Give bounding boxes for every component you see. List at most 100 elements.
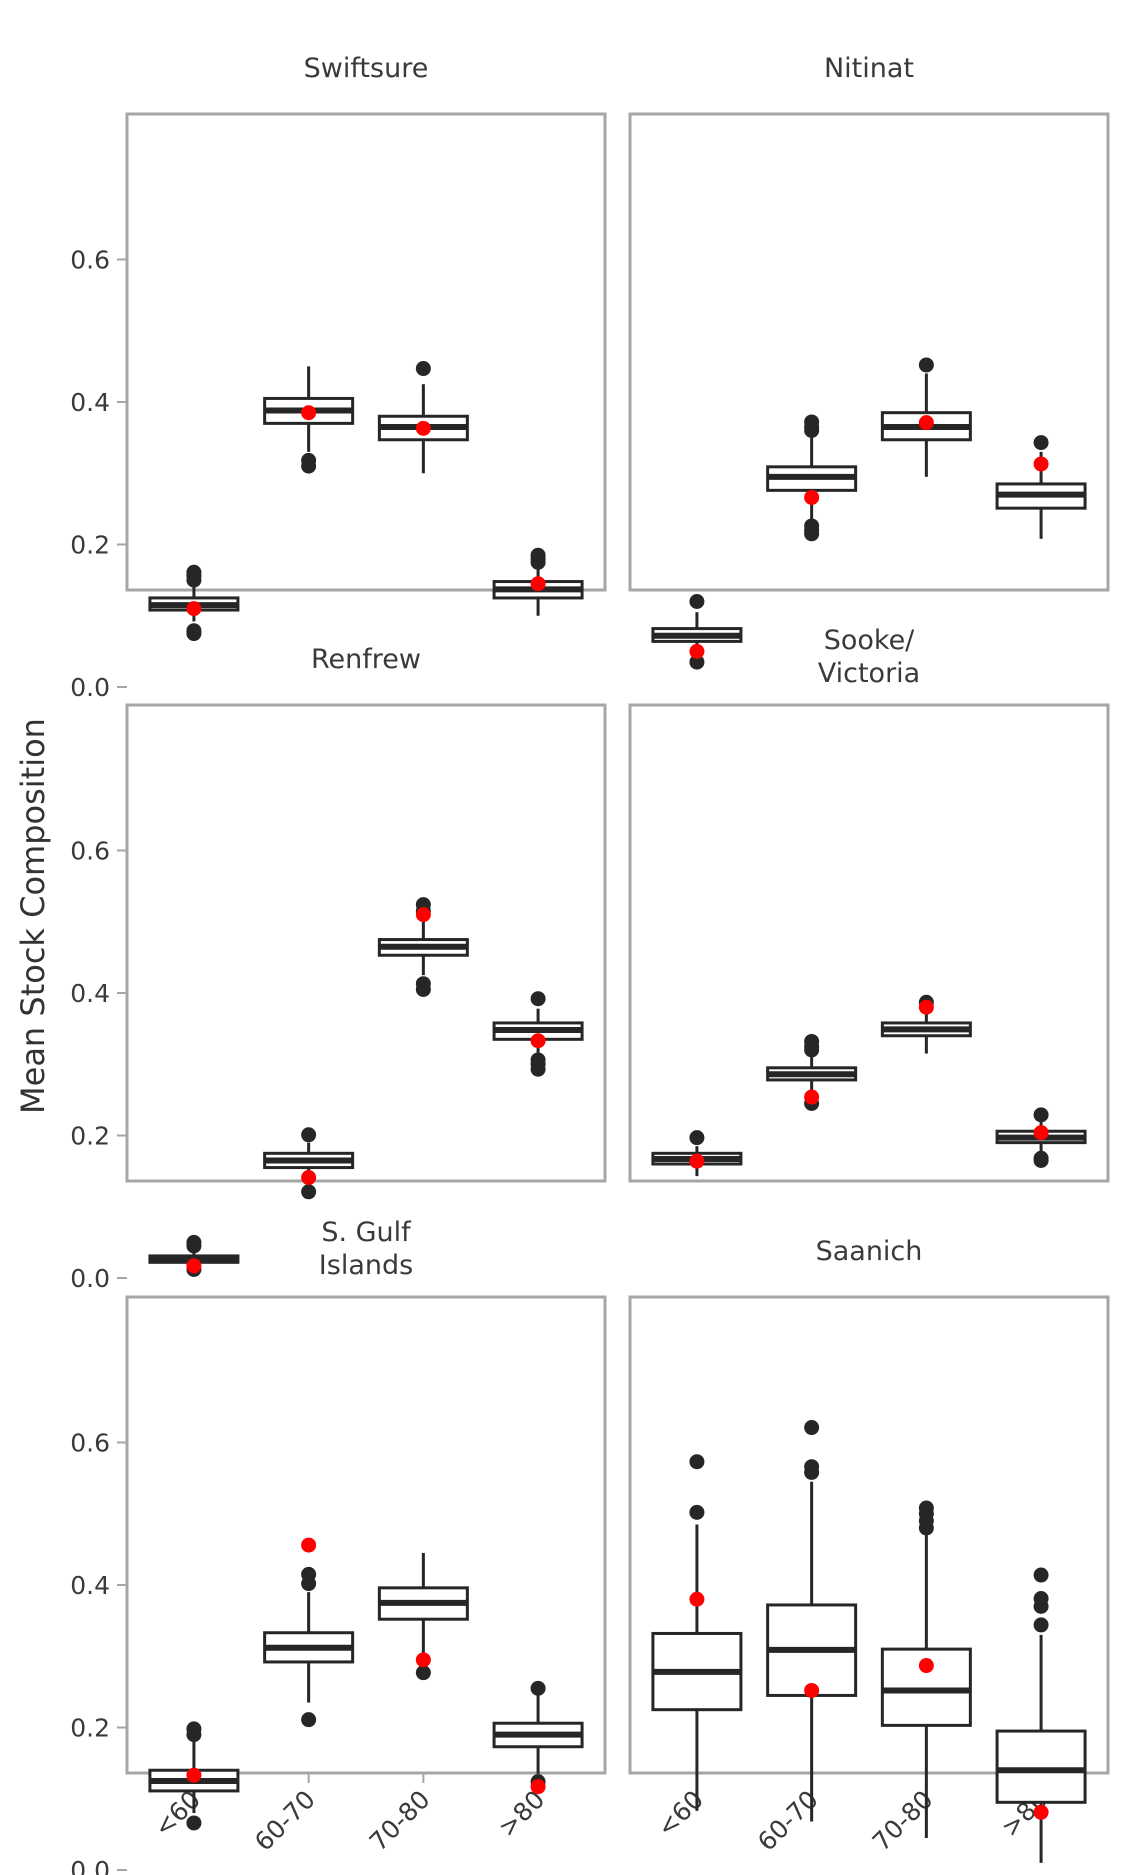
outlier-point: [186, 623, 202, 639]
observed-point: [804, 489, 820, 505]
outlier-point: [918, 1500, 934, 1516]
observed-point: [415, 1652, 431, 1668]
observed-point: [1033, 1125, 1049, 1141]
outlier-point: [804, 414, 820, 430]
y-tick-label: 0.0: [70, 1264, 110, 1293]
outlier-point: [1033, 1567, 1049, 1583]
observed-point: [918, 999, 934, 1015]
observed-point: [301, 405, 317, 421]
y-tick-label: 0.4: [70, 388, 110, 417]
y-tick-label: 0.6: [70, 246, 110, 275]
observed-point: [415, 907, 431, 923]
outlier-point: [415, 976, 431, 992]
observed-point: [530, 1779, 546, 1795]
box->80: [995, 1567, 1087, 1863]
panel-1: Swiftsure 0.0 0.2 0.4 0.6: [70, 53, 607, 702]
observed-point: [415, 420, 431, 436]
outlier-point: [918, 357, 934, 373]
box-60-70: [263, 1127, 355, 1200]
observed-point: [530, 576, 546, 592]
outlier-point: [530, 547, 546, 563]
box-<60: [148, 1234, 240, 1277]
box-60-70: [766, 1420, 858, 1822]
observed-point: [918, 415, 934, 431]
box-<60: [651, 1454, 743, 1811]
outlier-point: [689, 1130, 705, 1146]
observed-point: [918, 1658, 934, 1674]
box-<60: [651, 1130, 743, 1177]
panel-title: S. Gulf: [321, 1217, 412, 1248]
box-70-80: [880, 357, 972, 477]
panel-frame: [628, 1295, 1110, 1775]
outlier-point: [1033, 1107, 1049, 1123]
panel-title: Victoria: [818, 658, 920, 689]
outlier-point: [689, 594, 705, 609]
observed-point: [530, 1033, 546, 1049]
panel-frame: [628, 112, 1110, 592]
box-60-70: [766, 1033, 858, 1111]
panel-title: Nitinat: [824, 53, 914, 84]
box-iqr: [995, 1729, 1087, 1804]
outlier-point: [689, 1454, 705, 1470]
outlier-point: [804, 518, 820, 534]
outlier-point: [530, 1052, 546, 1068]
observed-point: [301, 1170, 317, 1186]
observed-point: [186, 1258, 202, 1274]
panel-4: Sooke/Victoria: [628, 625, 1110, 1183]
x-tick-label: <60: [148, 1785, 206, 1843]
outlier-point: [804, 1459, 820, 1475]
y-tick-label: 0.6: [70, 1429, 110, 1458]
box-60-70: [263, 1537, 355, 1728]
box-<60: [148, 564, 240, 642]
outlier-point: [301, 452, 317, 468]
box-70-80: [880, 994, 972, 1054]
panel-frame: [125, 703, 607, 1183]
y-axis-label: Mean Stock Composition: [14, 718, 52, 1114]
y-tick-label: 0.2: [70, 1714, 110, 1743]
observed-point: [689, 1153, 705, 1169]
outlier-point: [186, 1721, 202, 1737]
box-70-80: [377, 1552, 469, 1681]
outlier-point: [804, 1420, 820, 1436]
observed-point: [1033, 456, 1049, 472]
y-tick-label: 0.0: [70, 673, 110, 702]
observed-point: [804, 1089, 820, 1105]
x-tick-label: >80: [493, 1785, 551, 1843]
x-tick-label: 70-80: [364, 1785, 436, 1857]
panel-title: Swiftsure: [304, 53, 429, 84]
box-<60: [148, 1721, 240, 1831]
x-tick-label: <60: [651, 1785, 709, 1843]
observed-point: [1033, 1804, 1049, 1820]
box-70-80: [880, 1500, 972, 1838]
observed-point: [689, 1591, 705, 1607]
observed-point: [186, 601, 202, 617]
outlier-point: [301, 1184, 317, 1200]
box-70-80: [377, 897, 469, 997]
box->80: [492, 1680, 584, 1795]
box-60-70: [766, 414, 858, 542]
panel-3: Renfrew 0.0 0.2 0.4 0.6: [70, 644, 607, 1293]
panel-title: Renfrew: [311, 644, 421, 675]
box->80: [995, 435, 1087, 539]
box->80: [995, 1107, 1087, 1168]
outlier-point: [1033, 1150, 1049, 1166]
panel-2: Nitinat: [628, 53, 1110, 670]
outlier-point: [415, 1665, 431, 1681]
y-tick-label: 0.6: [70, 837, 110, 866]
outlier-point: [804, 1033, 820, 1049]
box->80: [492, 547, 584, 616]
panel-6: Saanich<60 60-70 70-80 >80: [628, 1236, 1110, 1863]
box-60-70: [263, 366, 355, 474]
box-70-80: [377, 361, 469, 474]
outlier-point: [689, 1504, 705, 1520]
panel-title: Islands: [319, 1250, 413, 1281]
outlier-point: [1033, 1591, 1049, 1607]
outlier-point: [1033, 1617, 1049, 1633]
outlier-point: [1033, 435, 1049, 451]
panel-frame: [628, 703, 1110, 1183]
outlier-point: [689, 654, 705, 670]
observed-point: [186, 1767, 202, 1783]
y-tick-label: 0.4: [70, 979, 110, 1008]
